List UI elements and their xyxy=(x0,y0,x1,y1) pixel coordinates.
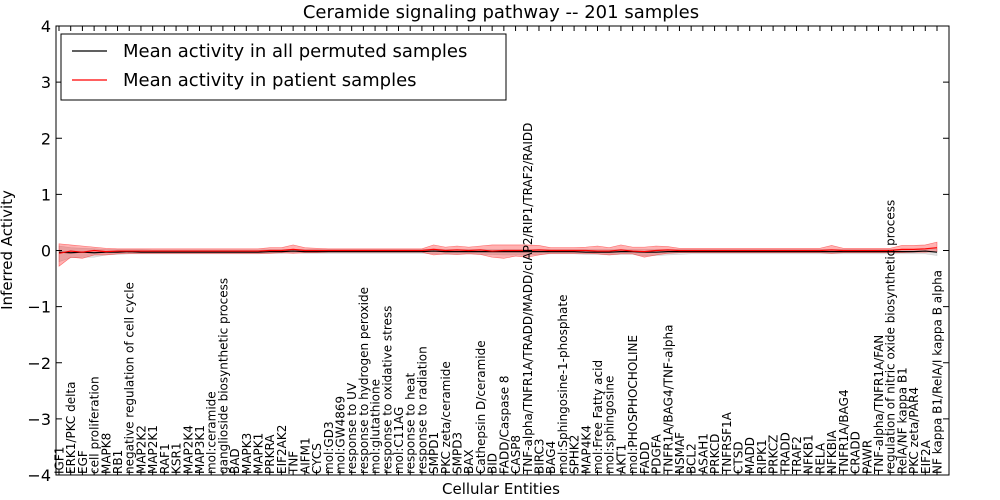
x-tick-label: TNFRSF1A xyxy=(720,411,734,475)
y-tick-label: −3 xyxy=(27,410,51,429)
x-tick-label: KSR1 xyxy=(170,443,184,474)
x-tick-label: PRKCD xyxy=(708,434,722,474)
y-axis: −4 −3 −2 −1 0 1 2 3 4 xyxy=(27,17,949,485)
x-tick-label: response to UV xyxy=(345,382,359,474)
x-tick-label: MAP2K1 xyxy=(146,425,160,474)
x-tick-label: mol:GD3 xyxy=(322,421,336,474)
x-tick-label: CTSD xyxy=(731,441,745,474)
x-tick-label: PAWR xyxy=(860,440,874,474)
y-tick-label: −2 xyxy=(27,354,51,373)
chart-title: Ceramide signaling pathway -- 201 sample… xyxy=(303,2,699,23)
x-tick-label: EIF2A xyxy=(919,439,933,474)
x-tick-label: NSMAF xyxy=(673,432,687,474)
x-tick-label: MAPK1 xyxy=(252,433,266,474)
x-tick-label: RelA/NF kappa B1 xyxy=(895,367,909,474)
x-tick-label: BID xyxy=(486,453,500,474)
y-tick-label: −1 xyxy=(27,298,51,317)
x-tick-label: SPHK2 xyxy=(568,435,582,474)
y-tick-label: 1 xyxy=(41,185,51,204)
x-tick-label: SMPD1 xyxy=(427,432,441,474)
x-tick-label: TNF-alpha/TNFR1A/TRADD/MADD/cIAP2/RIP1/T… xyxy=(521,123,535,475)
x-tick-label: MAPK3 xyxy=(240,433,254,474)
x-tick-label: negative regulation of cell cycle xyxy=(123,282,137,474)
x-tick-label: BAX xyxy=(462,449,476,474)
x-tick-label: MAPK8 xyxy=(99,433,113,474)
x-tick-label: RIPK1 xyxy=(755,439,769,474)
x-tick-label: AKT1 xyxy=(614,444,628,474)
x-tick-label: CYCS xyxy=(310,443,324,474)
x-tick-label: NFKB1 xyxy=(802,434,816,474)
x-tick-label: BAG4 xyxy=(544,441,558,474)
x-tick-label: MAP3K1 xyxy=(193,425,207,474)
x-tick-label: SMPD3 xyxy=(451,432,465,474)
y-tick-label: 3 xyxy=(41,73,51,92)
series-line-permuted xyxy=(58,250,938,254)
x-tick-label: response to oxidative stress xyxy=(380,306,394,474)
x-tick-label: PKC zeta/PAR4 xyxy=(907,387,921,474)
x-tick-label: NF kappa B1/RelA/I kappa B alpha xyxy=(931,270,945,474)
x-tick-label: EIF2AK2 xyxy=(275,425,289,474)
y-axis-label: Inferred Activity xyxy=(0,190,16,310)
y-tick-label: 4 xyxy=(41,17,51,36)
x-tick-label: mol:Sphingosine-1-phosphate xyxy=(556,295,570,475)
x-tick-label: RB1 xyxy=(111,450,125,474)
x-tick-label: BIRC3 xyxy=(532,438,546,474)
x-tick-label: PRKCZ xyxy=(767,435,781,474)
x-tick-label: regulation of nitric oxide biosynthetic … xyxy=(884,200,898,474)
x-tick-label: FADD xyxy=(638,441,652,474)
x-tick-label: FADD/Caspase 8 xyxy=(497,375,511,474)
x-tick-label: Cathepsin D/ceramide xyxy=(474,340,488,474)
x-tick-label: ganglioside biosynthetic process xyxy=(216,278,230,474)
x-tick-label: BCL2 xyxy=(685,443,699,474)
x-tick-label: CRADD xyxy=(849,431,863,474)
legend: Mean activity in all permuted samples Me… xyxy=(60,33,507,101)
x-tick-label: mol:ceramide xyxy=(205,391,219,474)
x-tick-label: TNFR1A/BAG4 xyxy=(837,389,851,475)
series-line-patient xyxy=(58,247,938,254)
x-tick-label: MAP2K4 xyxy=(181,425,195,474)
legend-label-permuted: Mean activity in all permuted samples xyxy=(123,41,467,62)
x-tick-label: mol:C11AG xyxy=(392,407,406,474)
x-tick-label: response to radiation xyxy=(415,346,429,474)
x-tick-label: NFKBIA xyxy=(825,429,839,474)
x-tick-label: TNFR1A/BAG4/TNF-alpha xyxy=(661,325,675,475)
x-tick-label: ERK1/PKC delta xyxy=(64,381,78,474)
x-tick-label: MAP2K2 xyxy=(134,425,148,474)
legend-label-patient: Mean activity in patient samples xyxy=(123,70,417,91)
x-axis-label: Cellular Entities xyxy=(442,480,560,498)
y-tick-label: 2 xyxy=(41,129,51,148)
x-tick-label: PRKRA xyxy=(263,434,277,474)
x-tick-label: CASP8 xyxy=(509,435,523,474)
x-tick-label: mol:Free Fatty acid xyxy=(591,360,605,474)
x-tick-label: TNF xyxy=(287,451,301,475)
x-tick-label: TRADD xyxy=(778,432,792,475)
y-tick-label: −4 xyxy=(27,466,51,485)
y-tick-label: 0 xyxy=(41,242,51,261)
x-tick-label: TNF-alpha/TNFR1A/FAN xyxy=(872,335,886,475)
series-lines xyxy=(58,247,938,254)
x-tick-label: MADD xyxy=(743,437,757,474)
x-tick-label: mol:GW4869 xyxy=(333,396,347,474)
x-tick-label: mol:PHOSPHOCHOLINE xyxy=(626,335,640,474)
x-tick-label: RAF1 xyxy=(158,443,172,474)
x-tick-label: response to hydrogen peroxide xyxy=(357,287,371,474)
x-tick-label: EGF xyxy=(76,450,90,474)
x-tick-label: MAP4K4 xyxy=(579,425,593,474)
x-tick-label: PKC zeta/ceramide xyxy=(439,361,453,474)
legend-box xyxy=(60,33,507,101)
x-tick-label: TRAF2 xyxy=(790,436,804,475)
x-tick-label: IGF1 xyxy=(53,447,67,474)
x-tick-label: RELA xyxy=(813,442,827,474)
x-tick-label: AIFM1 xyxy=(298,437,312,474)
x-tick-label: ASAH1 xyxy=(696,433,710,474)
x-tick-label: mol:sphingosine xyxy=(603,376,617,474)
x-tick-label: cell proliferation xyxy=(88,376,102,474)
x-tick-label: BAD xyxy=(228,448,242,474)
x-tick-label: mol:glutathione xyxy=(369,379,383,474)
x-tick-label: response to heat xyxy=(404,372,418,474)
x-tick-label: PDGFA xyxy=(650,433,664,474)
